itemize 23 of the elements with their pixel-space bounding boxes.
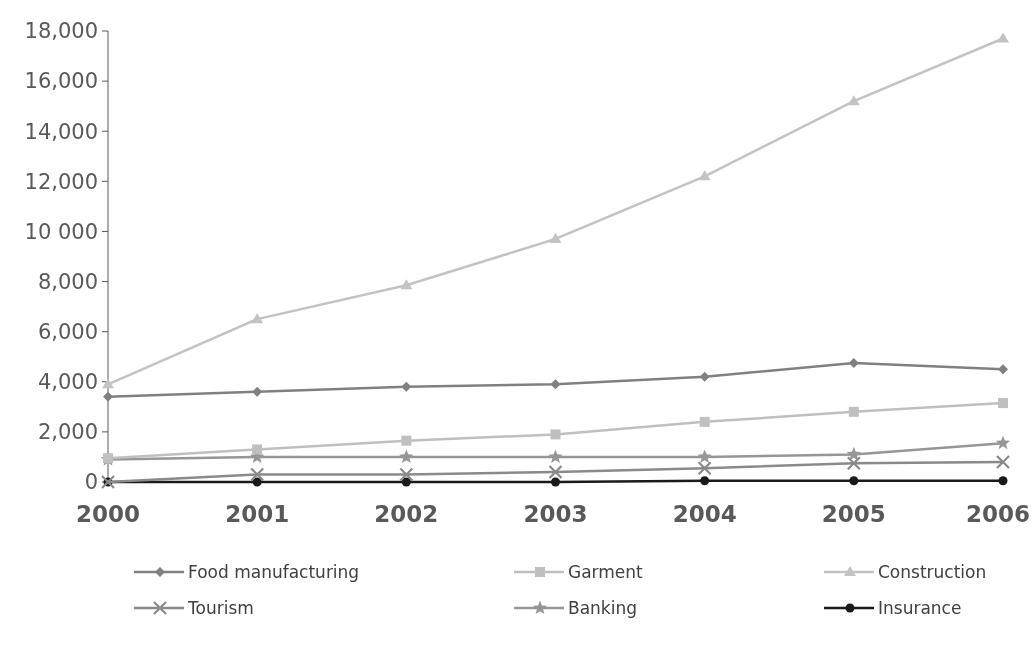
y-tick-label: 0 <box>84 470 98 495</box>
legend-label: Banking <box>568 597 637 618</box>
y-tick-label: 8,000 <box>37 269 98 294</box>
x-tick-label: 2003 <box>523 501 588 527</box>
legend-label: Insurance <box>878 597 962 618</box>
y-tick-label: 10 000 <box>24 219 98 244</box>
x-tick-label: 2000 <box>75 501 141 527</box>
legend-label: Tourism <box>187 597 254 618</box>
y-tick-label: 2,000 <box>37 420 98 445</box>
legend-label: Food manufacturing <box>188 561 360 582</box>
x-tick-label: 2002 <box>374 501 439 527</box>
x-tick-label: 2001 <box>225 501 290 527</box>
x-tick-label: 2004 <box>672 501 737 527</box>
legend-label: Construction <box>878 561 987 582</box>
y-tick-label: 16,000 <box>24 69 98 94</box>
x-tick-label: 2005 <box>821 501 886 527</box>
legend-label: Garment <box>568 561 644 582</box>
y-tick-label: 6,000 <box>37 320 98 345</box>
y-tick-label: 4,000 <box>37 370 98 395</box>
y-tick-label: 12,000 <box>24 169 98 194</box>
x-tick-label: 2006 <box>965 501 1031 527</box>
y-tick-label: 14,000 <box>24 119 98 144</box>
y-tick-label: 18,000 <box>24 19 98 44</box>
